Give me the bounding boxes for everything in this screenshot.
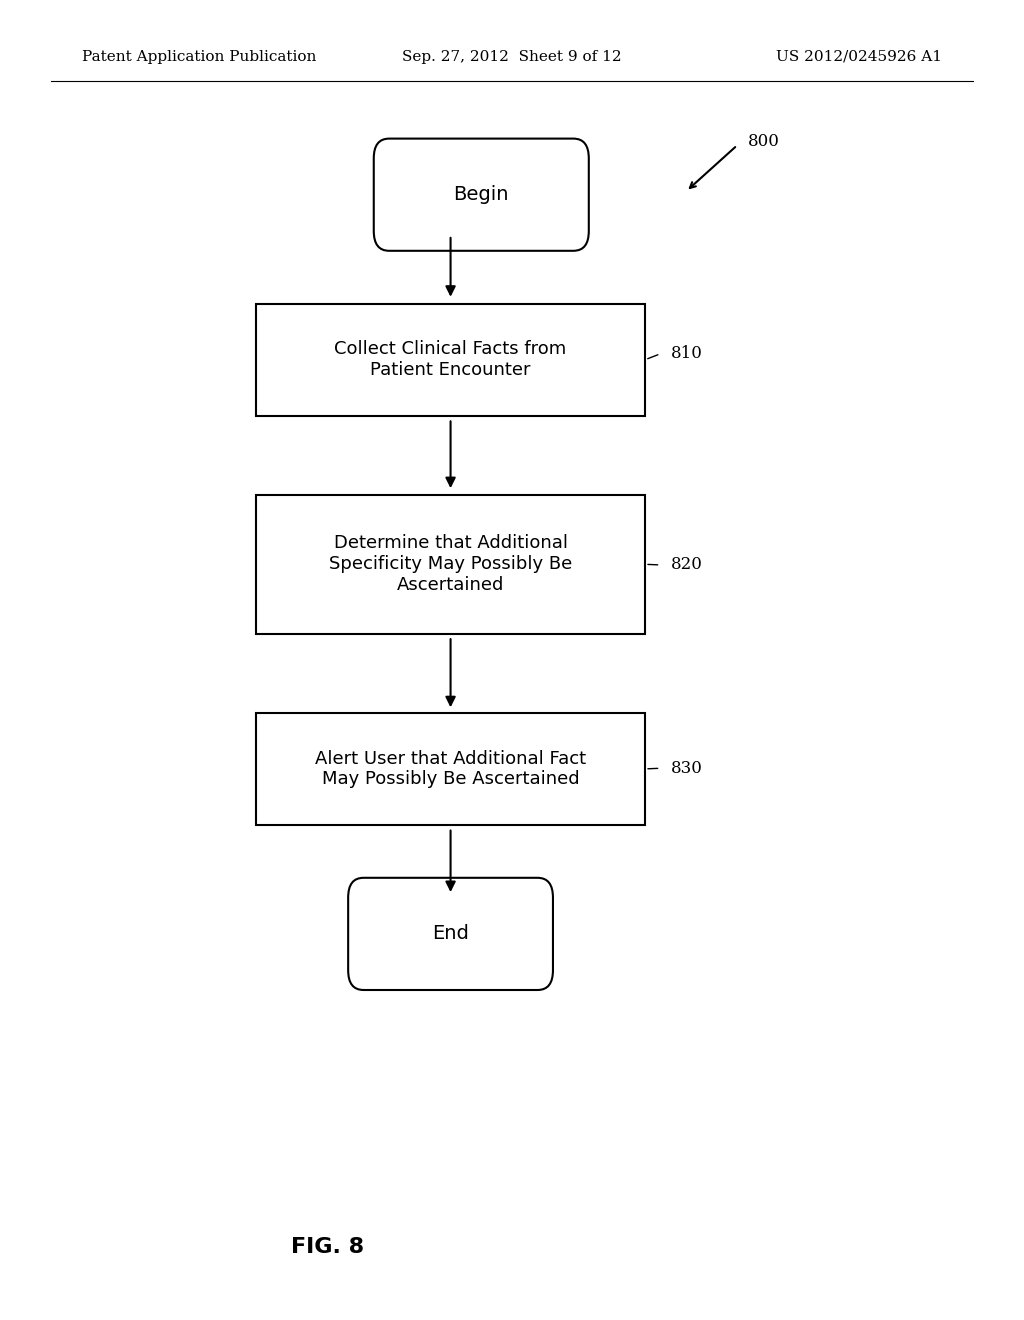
Bar [256, 304, 645, 416]
Text: End: End [432, 924, 469, 944]
Bar [256, 713, 645, 825]
Text: 810: 810 [671, 346, 702, 362]
FancyBboxPatch shape [348, 878, 553, 990]
Text: 800: 800 [748, 133, 779, 149]
Text: Alert User that Additional Fact
May Possibly Be Ascertained: Alert User that Additional Fact May Poss… [315, 750, 586, 788]
Bar [256, 495, 645, 634]
Text: Begin: Begin [454, 185, 509, 205]
Text: FIG. 8: FIG. 8 [291, 1237, 365, 1258]
Text: Collect Clinical Facts from
Patient Encounter: Collect Clinical Facts from Patient Enco… [335, 341, 566, 379]
Text: 830: 830 [671, 760, 702, 776]
FancyBboxPatch shape [374, 139, 589, 251]
Text: Sep. 27, 2012  Sheet 9 of 12: Sep. 27, 2012 Sheet 9 of 12 [402, 50, 622, 63]
Text: Patent Application Publication: Patent Application Publication [82, 50, 316, 63]
Text: 820: 820 [671, 557, 702, 573]
Text: US 2012/0245926 A1: US 2012/0245926 A1 [776, 50, 942, 63]
Text: Determine that Additional
Specificity May Possibly Be
Ascertained: Determine that Additional Specificity Ma… [329, 535, 572, 594]
